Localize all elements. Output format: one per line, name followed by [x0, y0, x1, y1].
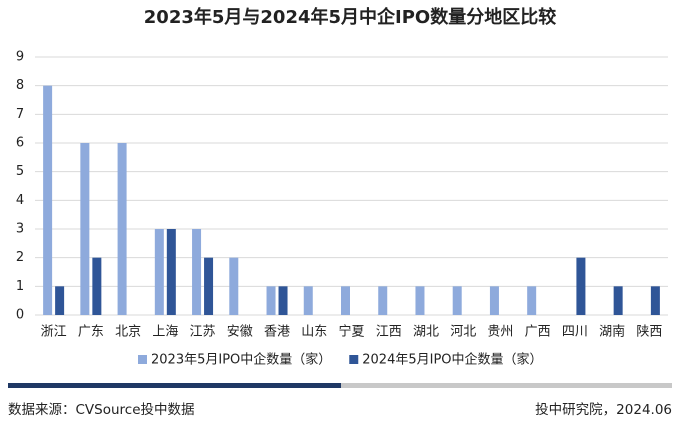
x-tick-label: 香港 — [264, 325, 290, 340]
x-tick-label: 安徽 — [227, 325, 253, 340]
bar — [92, 257, 102, 315]
bar — [613, 286, 623, 315]
bar — [204, 257, 214, 315]
bar — [576, 257, 586, 315]
x-tick-label: 江苏 — [190, 324, 216, 340]
bar — [303, 286, 313, 315]
x-tick-label: 广西 — [525, 325, 551, 340]
y-tick-label: 7 — [16, 107, 24, 122]
bar — [378, 286, 388, 315]
y-tick-label: 3 — [16, 222, 24, 237]
y-tick-label: 6 — [16, 136, 24, 151]
x-tick-label: 上海 — [152, 325, 178, 340]
bar — [166, 229, 176, 315]
x-tick-label: 山东 — [301, 325, 327, 340]
x-tick-label: 宁夏 — [338, 324, 364, 340]
bar — [117, 143, 127, 315]
y-tick-label: 8 — [16, 78, 24, 93]
chart-title: 2023年5月与2024年5月中企IPO数量分地区比较 — [144, 6, 556, 28]
x-tick-label: 广东 — [78, 325, 104, 340]
bar — [266, 286, 276, 315]
bar — [80, 143, 90, 315]
x-tick-label: 浙江 — [41, 325, 67, 340]
credit-note: 投中研究院，2024.06 — [535, 402, 672, 418]
divider-light — [341, 383, 672, 388]
y-tick-label: 5 — [16, 164, 24, 179]
x-tick-label: 河北 — [450, 325, 476, 340]
legend-label: 2024年5月IPO中企数量（家） — [362, 352, 542, 368]
x-tick-label: 江西 — [376, 325, 402, 340]
bar — [229, 257, 239, 315]
bar — [154, 229, 164, 315]
divider-dark — [8, 383, 341, 388]
bar — [452, 286, 462, 315]
bar — [650, 286, 660, 315]
bar — [489, 286, 499, 315]
x-tick-label: 湖南 — [599, 324, 625, 340]
legend-label: 2023年5月IPO中企数量（家） — [151, 352, 331, 368]
bar — [55, 286, 65, 315]
bar — [192, 229, 202, 315]
x-tick-label: 北京 — [115, 325, 141, 340]
y-tick-label: 0 — [16, 308, 24, 323]
y-tick-label: 4 — [16, 193, 24, 208]
x-tick-label: 湖北 — [413, 325, 439, 340]
y-tick-label: 2 — [16, 250, 24, 265]
bar — [341, 286, 350, 315]
bar — [415, 286, 425, 315]
x-tick-label: 四川 — [562, 325, 588, 340]
y-tick-label: 1 — [16, 279, 24, 294]
legend-swatch — [349, 355, 359, 364]
bar — [278, 286, 288, 315]
bar — [43, 85, 53, 316]
source-note: 数据来源：CVSource投中数据 — [8, 402, 195, 418]
bar — [527, 286, 537, 315]
x-tick-label: 贵州 — [487, 325, 513, 340]
legend-swatch — [138, 355, 147, 364]
x-tick-label: 陕西 — [636, 325, 662, 340]
y-tick-label: 9 — [16, 50, 24, 65]
